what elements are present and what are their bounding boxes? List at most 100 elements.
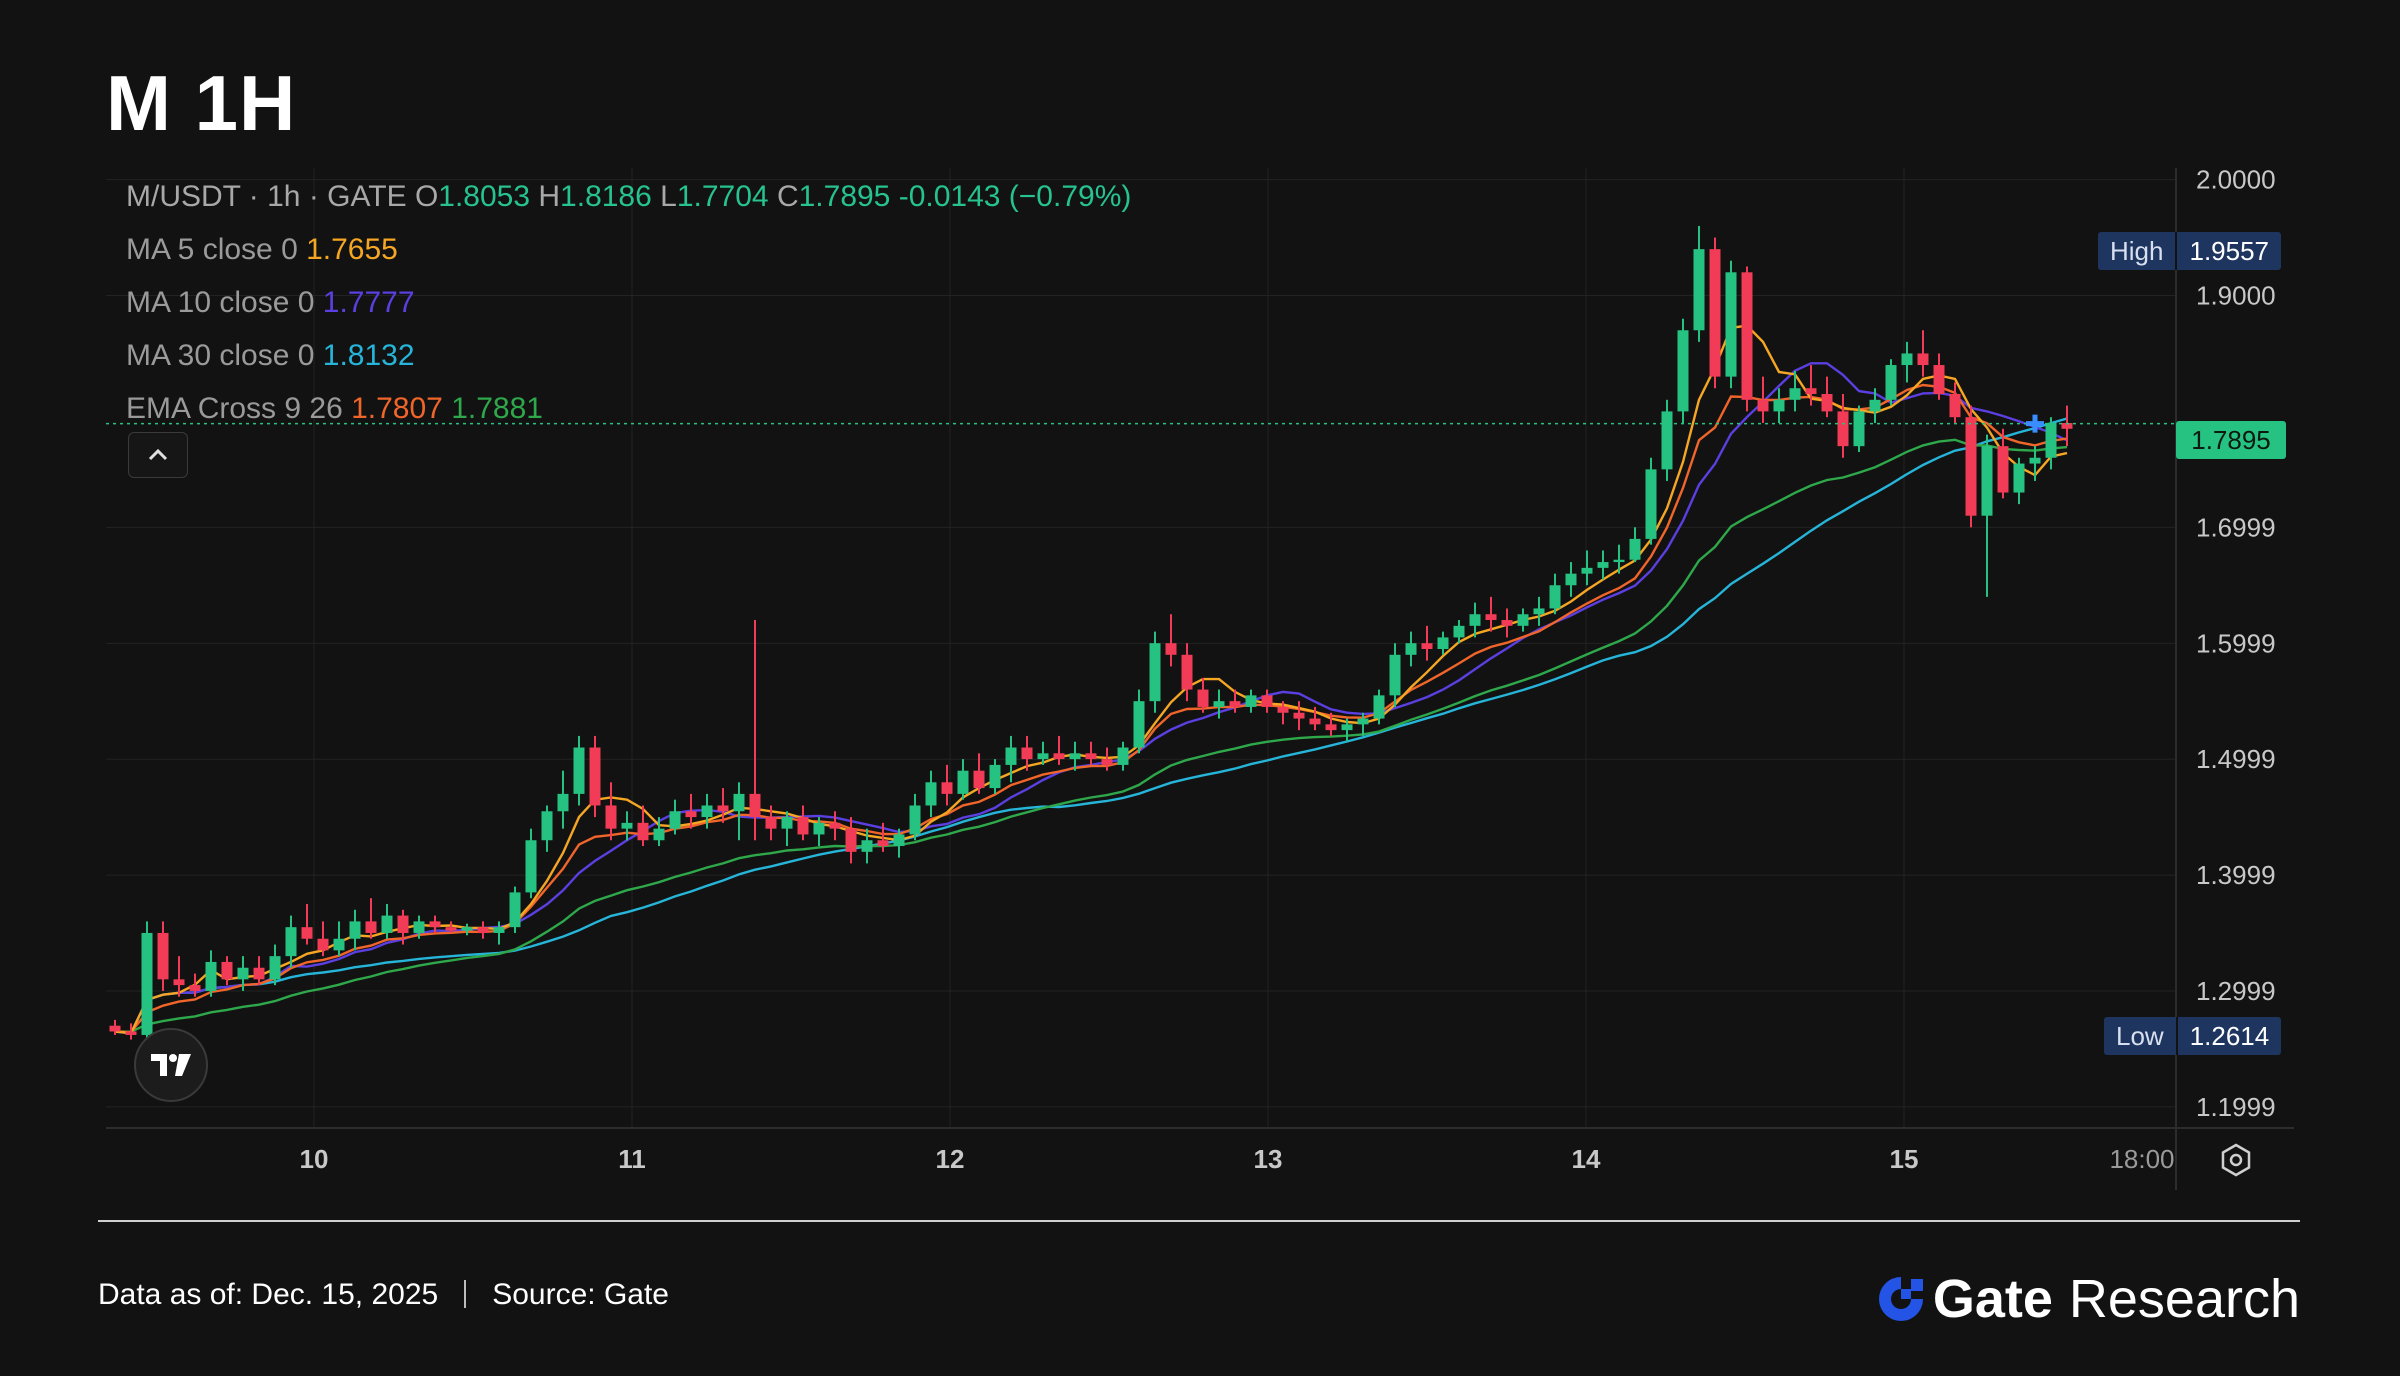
candle	[1821, 376, 1833, 418]
candle-body	[509, 892, 521, 928]
candle	[1629, 527, 1641, 563]
candle	[2029, 446, 2041, 481]
collapse-legend-button[interactable]	[128, 432, 188, 478]
candle-body	[1597, 562, 1609, 568]
candle-body	[413, 921, 425, 933]
indicator-row[interactable]: MA 30 close 0 1.8132	[126, 329, 1131, 382]
indicator-label: MA 30 close 0	[126, 339, 323, 372]
candle	[333, 921, 345, 957]
candle-body	[1341, 724, 1353, 731]
candle-body	[1917, 353, 1929, 366]
candle	[1981, 434, 1993, 597]
candle-body	[685, 811, 697, 818]
candle-body	[781, 817, 793, 829]
candlestick-series	[109, 225, 2073, 1040]
candle	[573, 735, 585, 806]
price-chart[interactable]: 2.0000 1.9000 1.6999 1.5999 1.4999 1.3999 1.29…	[0, 0, 2400, 1200]
candle	[2061, 405, 2073, 447]
candle-body	[909, 805, 921, 835]
candle	[637, 805, 649, 847]
candle-body	[1869, 399, 1881, 412]
candle	[541, 805, 553, 852]
time-tick-label: 18:00	[2109, 1144, 2174, 1174]
candle	[1437, 631, 1449, 655]
candle	[1373, 689, 1385, 725]
candle	[2013, 457, 2025, 505]
candle-body	[1709, 249, 1721, 377]
candle-body	[861, 840, 873, 852]
candle	[461, 923, 473, 936]
candle-body	[1613, 559, 1625, 563]
brand-gate: Gate	[1932, 1269, 2053, 1329]
price-tick-label: 1.2999	[2196, 976, 2276, 1006]
candle-body	[1373, 695, 1385, 719]
candle	[1485, 596, 1497, 632]
candle-body	[1725, 272, 1737, 377]
candle-body	[1645, 469, 1657, 539]
indicator-row[interactable]: EMA Cross 9 26 1.7807 1.7881	[126, 382, 1131, 435]
candle	[1501, 608, 1513, 638]
candle	[269, 944, 281, 986]
candle-body	[1549, 585, 1561, 609]
candle	[317, 921, 329, 957]
candle-body	[317, 938, 329, 951]
footer-separator	[464, 1280, 467, 1308]
candle-body	[589, 747, 601, 806]
indicator-row[interactable]: MA 5 close 0 1.7655	[126, 223, 1131, 276]
candle	[1213, 689, 1225, 719]
ma30-line	[114, 417, 2068, 1035]
price-tick-label: 1.1999	[2196, 1092, 2276, 1122]
candle	[1069, 741, 1081, 771]
candle	[413, 915, 425, 939]
candle	[589, 735, 601, 818]
candle	[1533, 596, 1545, 626]
candle	[1421, 625, 1433, 661]
candle-body	[1757, 399, 1769, 412]
candle-body	[157, 932, 169, 980]
candle	[1133, 689, 1145, 754]
tradingview-logo[interactable]	[134, 1028, 208, 1102]
candle-body	[1837, 411, 1849, 447]
candle-body	[1933, 365, 1945, 395]
chart-legend: M/USDT · 1h · GATE O1.8053 H1.8186 L1.77…	[126, 170, 1131, 435]
candle-body	[2013, 463, 2025, 493]
candle-body	[141, 932, 153, 1035]
candle	[1597, 550, 1609, 580]
candle-body	[1085, 753, 1097, 760]
candle-body	[893, 834, 905, 847]
settings-gear-icon[interactable]	[2218, 1142, 2254, 1178]
candle	[1853, 405, 1865, 452]
candle-body	[1901, 353, 1913, 366]
candle	[1101, 747, 1113, 771]
candle-body	[605, 805, 617, 829]
candle	[765, 805, 777, 841]
candle	[1357, 712, 1369, 736]
page-title: M 1H	[106, 59, 297, 147]
candle-body	[877, 840, 889, 847]
candle	[749, 620, 761, 841]
indicator-label: EMA Cross 9 26	[126, 392, 352, 425]
candle	[1517, 608, 1529, 632]
indicator-row[interactable]: MA 10 close 0 1.7777	[126, 276, 1131, 329]
candle-body	[1517, 614, 1529, 626]
price-tick-label: 2.0000	[2196, 165, 2276, 195]
legend-symbol-row: M/USDT · 1h · GATE O1.8053 H1.8186 L1.77…	[126, 170, 1131, 223]
candle	[1341, 718, 1353, 742]
candle	[557, 770, 569, 829]
candle	[1965, 405, 1977, 528]
candle-body	[989, 764, 1001, 789]
candle	[1677, 318, 1689, 423]
indicator-label: MA 5 close 0	[126, 233, 307, 266]
brand-research: Research	[2068, 1269, 2300, 1329]
candle	[1757, 376, 1769, 423]
symbol-label: M/USDT · 1h · GATE	[126, 180, 407, 213]
high-label: High	[2098, 232, 2176, 270]
candle-body	[797, 817, 809, 835]
candle-body	[381, 915, 393, 933]
candle-body	[109, 1025, 121, 1032]
candle	[285, 915, 297, 968]
candle	[1869, 388, 1881, 423]
candle	[1805, 365, 1817, 406]
candle	[493, 921, 505, 945]
candle-body	[541, 811, 553, 841]
